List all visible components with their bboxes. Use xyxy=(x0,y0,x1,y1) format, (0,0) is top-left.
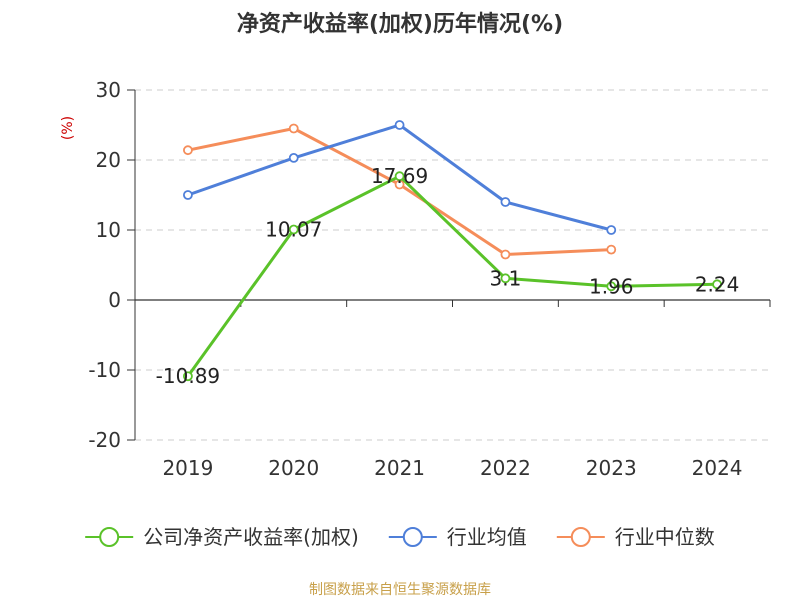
legend-item-1: 行业均值 xyxy=(388,525,527,549)
data-label-2021: 17.69 xyxy=(371,164,428,188)
data-label-2023: 1.96 xyxy=(589,274,634,298)
series-lines xyxy=(183,120,722,382)
y-axis-unit-label: (%) xyxy=(60,116,76,140)
data-label-2020: 10.07 xyxy=(265,218,322,242)
legend-marker-2 xyxy=(570,527,591,547)
x-tick-label-2023: 2023 xyxy=(586,456,637,480)
series-0-point-2023 xyxy=(606,281,617,292)
y-tick-label-4: -10 xyxy=(88,358,121,382)
y-tick-label-1: 20 xyxy=(96,148,121,172)
series-2-point-2019 xyxy=(183,145,193,156)
legend-label-2: 行业中位数 xyxy=(615,525,715,549)
series-0-point-2021 xyxy=(394,171,405,182)
series-2-point-2022 xyxy=(500,249,511,260)
axes: 30 20 10 0 -10 -20 2019 2020 2021 2022 2023 2024 (%) xyxy=(60,78,771,480)
series-1-point-2022 xyxy=(500,197,511,207)
x-tick-label-2020: 2020 xyxy=(268,456,319,480)
legend-marker-1 xyxy=(402,527,423,547)
y-tick-label-3: 0 xyxy=(108,288,121,312)
series-line-0 xyxy=(186,174,718,378)
source-note: 制图数据来自恒生聚源数据库 xyxy=(309,582,491,598)
x-tick-label-2024: 2024 xyxy=(692,456,743,480)
legend: 公司净资产收益率(加权) 行业均值 行业中位数 xyxy=(85,525,715,549)
data-label-2022: 3.1 xyxy=(490,266,522,290)
legend-marker-0 xyxy=(99,527,120,547)
x-tick-label-2021: 2021 xyxy=(374,456,425,480)
data-label-2024: 2.24 xyxy=(695,272,740,296)
series-2-point-2020 xyxy=(288,123,299,134)
series-line-2 xyxy=(187,127,612,256)
series-2-point-2023 xyxy=(606,244,617,255)
legend-label-0: 公司净资产收益率(加权) xyxy=(143,525,359,549)
legend-label-1: 行业均值 xyxy=(447,525,527,549)
series-1-point-2021 xyxy=(394,120,405,130)
y-tick-label-2: 10 xyxy=(96,218,121,242)
legend-item-0: 公司净资产收益率(加权) xyxy=(85,525,359,549)
grid-lines xyxy=(135,89,770,441)
data-label-2019: -10.89 xyxy=(156,364,220,388)
y-tick-label-5: -20 xyxy=(88,428,121,452)
legend-item-2: 行业中位数 xyxy=(556,525,715,549)
y-tick-label-0: 30 xyxy=(96,78,121,102)
series-1-point-2019 xyxy=(183,190,193,200)
series-0-point-2022 xyxy=(500,273,511,284)
series-0-point-2020 xyxy=(288,224,299,235)
data-labels: -10.89 10.07 17.69 3.1 1.96 2.24 xyxy=(156,164,740,388)
series-0-point-2024 xyxy=(712,279,722,290)
x-tick-label-2022: 2022 xyxy=(480,456,531,480)
chart-title: 净资产收益率(加权)历年情况(%) xyxy=(236,12,564,37)
series-1-point-2020 xyxy=(288,152,299,163)
series-0-point-2019 xyxy=(183,371,193,382)
x-tick-label-2019: 2019 xyxy=(162,456,213,480)
series-1-point-2023 xyxy=(606,225,617,235)
